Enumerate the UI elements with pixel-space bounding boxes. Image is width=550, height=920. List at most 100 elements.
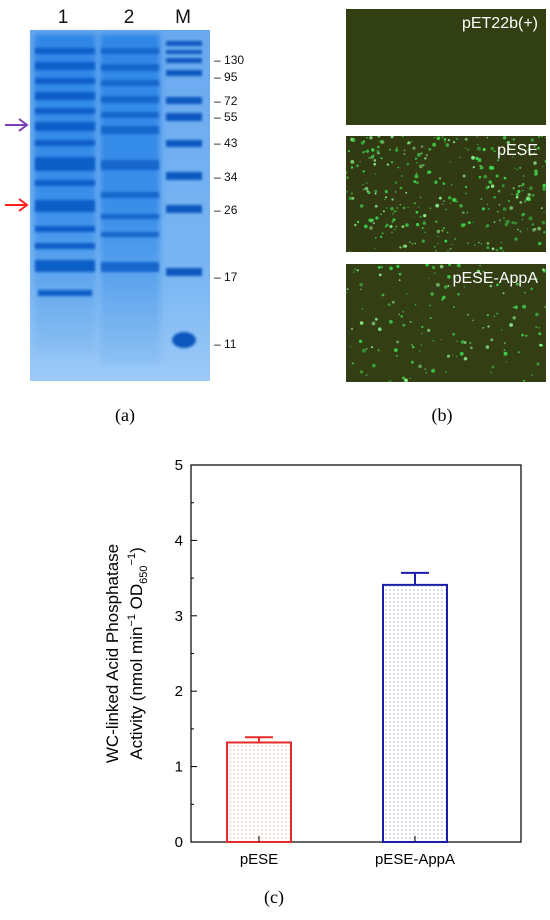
fluorescent-dot <box>508 147 511 150</box>
marker-34: – 34 <box>214 170 238 184</box>
fluorescent-dot <box>394 181 398 184</box>
fluorescent-dot <box>452 276 456 279</box>
fluorescent-dot <box>419 196 422 199</box>
marker-26: – 26 <box>214 203 238 217</box>
fluorescent-dot <box>363 224 368 229</box>
fluorescent-dot <box>356 164 359 168</box>
y-tick-label: 2 <box>175 683 183 700</box>
fluorescent-dot <box>471 155 475 160</box>
fluorescent-dot <box>526 228 528 230</box>
fluorescent-dot <box>486 136 489 139</box>
x-tick-label: pESE <box>240 851 278 868</box>
fluorescent-dot <box>446 231 449 234</box>
fluorescent-dot <box>493 195 496 199</box>
fluorescent-dot <box>452 305 455 309</box>
fluorescent-dot <box>346 288 349 291</box>
fluorescent-dot <box>424 368 427 370</box>
fluorescent-dot <box>402 376 405 380</box>
fluorescent-dot <box>447 139 450 142</box>
fluorescent-dot <box>486 203 489 205</box>
marker-130: – 130 <box>214 53 245 67</box>
fluorescent-dot <box>512 306 515 308</box>
fluorescent-dot <box>360 141 365 145</box>
fluorescent-dot <box>543 211 545 214</box>
fluorescent-dot <box>374 204 378 208</box>
y-tick-label: 1 <box>175 759 183 776</box>
fluorescent-dot <box>395 225 398 228</box>
fluorescent-dot <box>469 342 472 344</box>
fluorescent-dot <box>396 207 399 209</box>
fluorescent-dot <box>543 231 546 234</box>
fluorescent-dot <box>414 242 416 245</box>
fluorescent-dot <box>420 145 424 148</box>
fluorescent-dot <box>401 225 405 229</box>
fluorescent-dot <box>384 225 387 228</box>
fluorescent-dot <box>496 312 499 315</box>
fluorescent-dot <box>533 161 537 165</box>
fluorescent-dot <box>402 206 406 210</box>
fluorescent-dot <box>537 136 541 139</box>
fluorescent-dot <box>460 340 465 344</box>
gel-panel: 1 2 M – 130 – 95 – 72 – 55 – 43 – 34 – 2… <box>0 0 300 400</box>
fluorescent-dot <box>425 264 429 267</box>
fluorescent-dot <box>346 176 349 180</box>
fluorescent-dot <box>450 184 453 186</box>
fluorescent-dot <box>414 303 417 306</box>
fluorescent-dot <box>522 175 525 177</box>
fluorescent-dot <box>374 248 376 250</box>
fluorescent-dot <box>434 180 438 184</box>
fluorescent-dot <box>437 235 439 238</box>
fluorescent-dot <box>459 156 461 159</box>
activity-bar-chart: 0 1 2 3 4 5 pESE pESE-AppA WC-linked Acid Phosph… <box>103 457 522 868</box>
fluorescent-dot <box>381 293 385 297</box>
fluorescent-dot <box>440 338 442 341</box>
fluorescent-dot <box>380 157 383 160</box>
fluorescent-dot <box>533 145 536 148</box>
fluorescent-dot <box>407 141 411 145</box>
fluorescent-dot <box>512 138 515 141</box>
y-tick-label: 0 <box>175 834 183 851</box>
fluorescent-dot <box>472 319 474 322</box>
fluorescent-dot <box>365 348 368 350</box>
fluorescent-dot <box>431 368 436 373</box>
lane-label-m: M <box>175 7 191 28</box>
fluorescent-dot <box>452 198 457 203</box>
fluorescent-dot <box>451 354 454 356</box>
fluorescent-dot <box>516 282 519 286</box>
fluorescent-dot <box>374 189 378 193</box>
fluorescent-dot <box>467 242 469 244</box>
fluorescent-dot <box>493 315 496 318</box>
fluorescent-dot <box>482 327 485 329</box>
fluorescent-dot <box>505 361 508 363</box>
fluorescent-dot <box>497 189 501 193</box>
bar-pese-appa <box>382 583 448 844</box>
fluorescent-dot <box>377 265 381 269</box>
fluorescent-dot <box>401 136 404 138</box>
fluorescent-dot <box>501 184 505 188</box>
fluorescent-dot <box>495 174 499 178</box>
fluorescent-dot <box>466 211 469 214</box>
fluorescent-dot <box>531 194 535 197</box>
fluorescent-dot <box>369 136 373 140</box>
fluorescent-dot <box>481 207 485 211</box>
fluorescent-dot <box>394 191 397 193</box>
fluorescent-dot <box>350 346 352 348</box>
lane-label-2: 2 <box>123 7 135 28</box>
fluorescent-dot <box>455 355 458 358</box>
fluorescent-dot <box>350 166 354 169</box>
fluorescent-dot <box>442 188 444 190</box>
fluorescent-dot <box>497 159 500 162</box>
fluorescent-dot <box>415 210 419 214</box>
fluorescent-dot <box>362 348 366 353</box>
fluorescent-dot <box>509 206 514 210</box>
fluorescent-dot <box>400 175 403 177</box>
fluorescent-dot <box>369 226 373 230</box>
fluorescent-dot <box>411 360 414 364</box>
fluorescent-dot <box>411 345 415 349</box>
fluorescent-dot <box>511 193 513 195</box>
marker-17: – 17 <box>214 270 238 284</box>
fluorescent-dot <box>435 203 440 208</box>
fluorescent-dot <box>504 222 508 227</box>
fluorescent-dot <box>414 157 418 160</box>
panel-label-b: (b) <box>431 405 453 425</box>
